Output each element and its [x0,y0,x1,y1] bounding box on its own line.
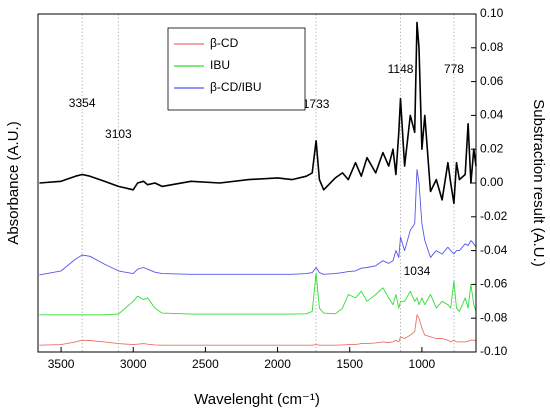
y2-tick-label: 0.10 [480,6,504,20]
annotation: 1034 [404,264,431,278]
y-axis-label: Absorbance (A.U.) [5,121,22,244]
y2-tick-label: 0.08 [480,40,504,54]
annotation: 3354 [69,96,96,110]
x-tick-label: 3000 [120,357,147,371]
x-tick-label: 1500 [336,357,363,371]
y2-tick-label: -0.04 [480,243,508,257]
y2-tick-label: -0.02 [480,209,508,223]
y2-tick-label: 0.00 [480,175,504,189]
x-tick-label: 1000 [409,357,436,371]
y2-tick-label: -0.08 [480,310,508,324]
legend-box [167,27,306,111]
annotation: 778 [444,62,464,76]
legend-label: β-CD/IBU [210,80,262,94]
y2-tick-label: 0.02 [480,141,504,155]
y2-axis-label: Substraction result (A.U.) [530,99,547,267]
series-line [39,314,477,346]
x-tick-label: 2000 [264,357,291,371]
x-tick-label: 3500 [48,357,75,371]
annotation: 1148 [388,62,414,76]
legend-label: IBU [210,58,230,72]
annotation: 3103 [105,127,132,141]
x-tick-label: 2500 [192,357,219,371]
y2-tick-label: -0.06 [480,277,508,291]
x-axis-label: Wavelenght (cm⁻¹) [194,391,320,408]
y2-tick-label: 0.04 [480,108,504,122]
y2-tick-label: 0.06 [480,74,504,88]
legend-label: β-CD [210,36,239,50]
series-line [39,21,477,205]
y2-tick-label: -0.10 [480,344,508,358]
plot-frame [37,13,477,353]
series-line [39,272,477,316]
series-line [39,169,477,276]
annotation: 1733 [303,97,330,111]
